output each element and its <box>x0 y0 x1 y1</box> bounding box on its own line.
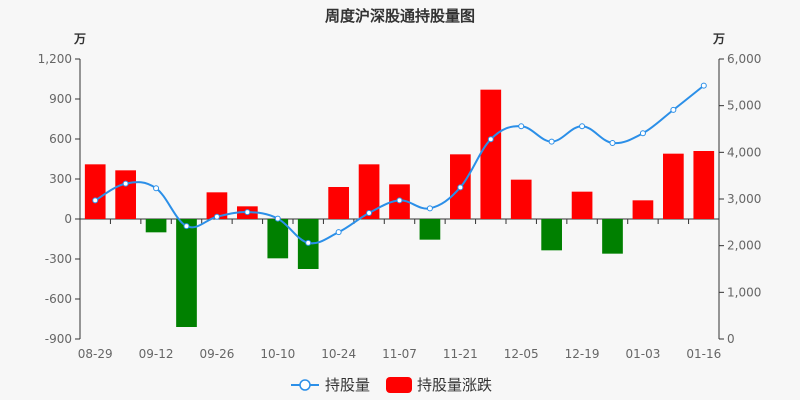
line-point <box>244 209 251 216</box>
left-tick-label: -600 <box>45 292 72 306</box>
left-tick-label: 600 <box>49 132 72 146</box>
left-tick-label: 0 <box>64 212 72 226</box>
bar <box>267 219 289 259</box>
x-tick-label: 09-26 <box>199 347 234 361</box>
legend-bar-label: 持股量涨跌 <box>417 376 492 394</box>
bar <box>145 219 167 233</box>
right-tick-label: 5,000 <box>727 99 761 113</box>
x-tick-label: 11-07 <box>382 347 417 361</box>
x-tick-label: 08-29 <box>78 347 113 361</box>
line-point <box>122 180 129 187</box>
right-tick-label: 0 <box>727 332 735 346</box>
bar <box>419 219 441 240</box>
x-tick-label: 09-12 <box>139 347 174 361</box>
line-point <box>579 123 586 130</box>
x-tick-label: 10-10 <box>260 347 295 361</box>
legend[interactable]: 持股量 持股量涨跌 <box>291 376 492 394</box>
left-tick-label: -900 <box>45 332 72 346</box>
x-tick-label: 12-19 <box>565 347 600 361</box>
line-point <box>487 136 494 143</box>
left-tick-label: 300 <box>49 172 72 186</box>
bar <box>510 179 532 219</box>
line-point <box>518 123 525 130</box>
x-tick-label: 01-16 <box>686 347 721 361</box>
right-axis-unit: 万 <box>712 32 725 46</box>
x-tick-label: 12-05 <box>504 347 539 361</box>
left-axis-unit: 万 <box>73 32 86 46</box>
bar <box>571 191 593 219</box>
left-tick-label: 900 <box>49 92 72 106</box>
left-tick-label: 1,200 <box>38 52 72 66</box>
line-point <box>153 185 160 192</box>
bar <box>693 151 715 219</box>
line-series <box>92 82 707 246</box>
bar <box>358 164 380 219</box>
bar-series <box>84 89 715 327</box>
line-point <box>183 223 190 230</box>
legend-bar-icon <box>386 377 412 393</box>
right-tick-label: 3,000 <box>727 192 761 206</box>
line-point <box>457 184 464 191</box>
bar <box>206 192 228 219</box>
bar <box>663 153 684 219</box>
right-tick-label: 2,000 <box>727 239 761 253</box>
axes: 1,200 900 600 300 0 -300 -600 -900 6,000 5,000 4,0… <box>38 52 762 361</box>
x-tick-label: 01-03 <box>625 347 660 361</box>
bar <box>480 89 502 220</box>
right-tick-label: 6,000 <box>727 52 761 66</box>
bar <box>84 164 106 219</box>
bar <box>176 219 197 327</box>
line-point <box>396 197 403 204</box>
legend-line-marker-icon <box>299 379 311 391</box>
line-point <box>639 130 646 137</box>
chart-title: 周度沪深股通持股量图 <box>325 7 475 25</box>
line-point <box>548 138 555 145</box>
x-tick-label: 10-24 <box>321 347 356 361</box>
line-point <box>670 106 677 113</box>
line-point <box>609 140 616 146</box>
right-tick-label: 1,000 <box>727 285 761 299</box>
line-point <box>335 229 342 236</box>
line-point <box>700 82 707 89</box>
bar <box>632 200 654 219</box>
legend-line-label: 持股量 <box>325 376 370 394</box>
line-point <box>426 205 433 212</box>
bar <box>541 219 562 251</box>
line-point <box>92 197 99 204</box>
bar <box>328 187 349 219</box>
line-point <box>366 210 373 216</box>
left-tick-label: -300 <box>45 252 72 266</box>
line-point <box>213 213 220 220</box>
right-tick-label: 4,000 <box>727 145 761 159</box>
bar <box>115 170 136 219</box>
x-tick-label: 11-21 <box>443 347 478 361</box>
line-point <box>305 239 312 246</box>
bar <box>602 219 623 254</box>
line-point <box>274 215 281 222</box>
